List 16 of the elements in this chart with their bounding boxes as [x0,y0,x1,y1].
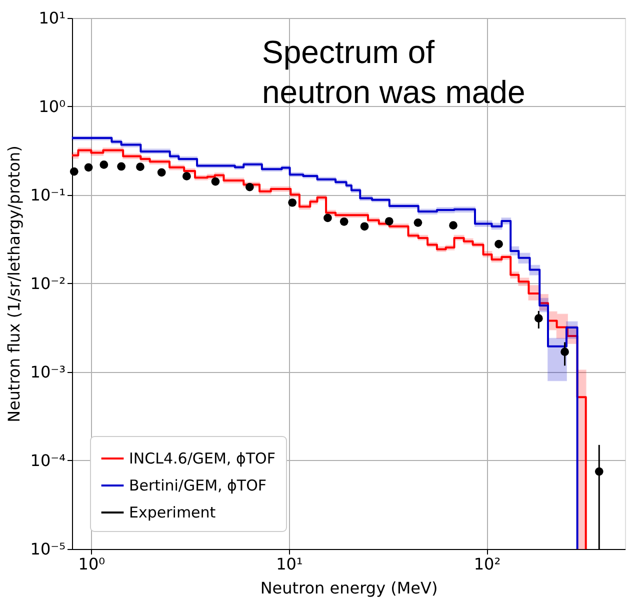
y-axis-title: Neutron flux (1/sr/lethargy/proton) [4,146,24,422]
y-tick-label: 10⁻⁴ [30,451,66,470]
y-tick-label: 10¹ [38,8,66,28]
legend-label: Experiment [129,504,216,522]
x-axis-title: Neutron energy (MeV) [260,578,438,598]
x-tick-label: 10² [474,554,501,574]
annotation: Spectrum of neutron was made [262,34,526,110]
y-tick-label: 10⁻¹ [30,186,66,204]
y-tick-label: 10⁻³ [30,362,66,382]
x-tick-label: 10¹ [276,554,303,574]
x-tick-label: 10⁰ [78,554,106,574]
legend-label: INCL4.6/GEM, ϕTOF [129,450,276,468]
y-tick-label: 10⁻² [30,274,66,293]
legend-label: Bertini/GEM, ϕTOF [129,476,267,494]
y-tick-label: 10⁰ [38,97,66,116]
y-tick-label: 10⁻⁵ [30,540,66,558]
